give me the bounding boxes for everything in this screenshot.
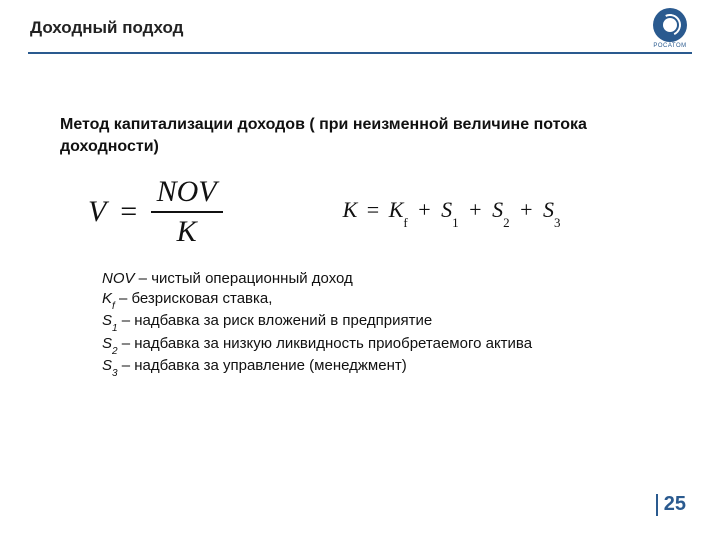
def-term: Kf: [102, 290, 115, 307]
def-row: S1 – надбавка за риск вложений в предпри…: [102, 311, 660, 334]
formula-v-fraction: NOV K: [151, 177, 223, 247]
definitions: NOV – чистый операционный доход Kf – без…: [102, 269, 660, 379]
formula-v-lhs: V: [88, 195, 106, 229]
def-text: – надбавка за риск вложений в предприяти…: [118, 312, 433, 329]
def-term: NOV: [102, 270, 135, 287]
formula-k-term1: Kf: [389, 197, 408, 222]
def-term: S2: [102, 335, 118, 352]
formulas-row: V = NOV K K = Kf + S1 + S2 + S3: [88, 177, 660, 247]
formula-k-term4: S3: [543, 197, 561, 222]
formula-k: K = Kf + S1 + S2 + S3: [343, 197, 561, 226]
formula-k-term2: S1: [441, 197, 459, 222]
logo-text: POCATOM: [653, 43, 686, 49]
term3-base: S: [492, 197, 503, 222]
formula-k-lhs: K: [343, 197, 358, 222]
def-sub: 2: [112, 346, 118, 357]
def-base: S: [102, 335, 112, 352]
page-title: Доходный подход: [30, 18, 690, 38]
def-row: S2 – надбавка за низкую ликвидность прио…: [102, 334, 660, 357]
term2-sub: 1: [452, 215, 459, 230]
def-sub: 3: [112, 368, 118, 379]
page-number: 25: [656, 493, 686, 516]
def-row: NOV – чистый операционный доход: [102, 269, 660, 289]
subtitle: Метод капитализации доходов ( при неизме…: [60, 114, 660, 157]
def-base: K: [102, 290, 112, 307]
def-sub: 1: [112, 323, 118, 334]
def-text: – чистый операционный доход: [135, 270, 353, 287]
term4-base: S: [543, 197, 554, 222]
plus-1: +: [413, 197, 435, 222]
formula-k-term3: S2: [492, 197, 510, 222]
page-number-bar: [656, 494, 658, 516]
rosatom-logo: POCATOM: [648, 8, 692, 52]
def-text: – надбавка за низкую ликвидность приобре…: [118, 335, 533, 352]
formula-k-eq: =: [363, 197, 383, 222]
term2-base: S: [441, 197, 452, 222]
term4-sub: 3: [554, 215, 561, 230]
plus-2: +: [464, 197, 486, 222]
term1-base: K: [389, 197, 404, 222]
def-base: S: [102, 312, 112, 329]
term3-sub: 2: [503, 215, 510, 230]
def-text: – безрисковая ставка,: [115, 290, 273, 307]
page-number-value: 25: [664, 493, 686, 516]
term1-sub: f: [403, 215, 407, 230]
def-term: S1: [102, 312, 118, 329]
def-row: Kf – безрисковая ставка,: [102, 289, 660, 312]
plus-3: +: [515, 197, 537, 222]
def-text: – надбавка за управление (менеджмент): [118, 357, 407, 374]
def-term: S3: [102, 357, 118, 374]
def-sub: f: [112, 301, 115, 312]
logo-inner-icon: [663, 18, 677, 32]
formula-v-eq: =: [118, 195, 138, 229]
formula-v: V = NOV K: [88, 177, 223, 247]
def-row: S3 – надбавка за управление (менеджмент): [102, 356, 660, 379]
formula-v-denominator: K: [171, 213, 203, 247]
logo-circle: [653, 8, 687, 42]
header: Доходный подход POCATOM: [0, 0, 720, 46]
formula-v-numerator: NOV: [151, 177, 223, 211]
content: Метод капитализации доходов ( при неизме…: [0, 54, 720, 379]
def-base: S: [102, 357, 112, 374]
